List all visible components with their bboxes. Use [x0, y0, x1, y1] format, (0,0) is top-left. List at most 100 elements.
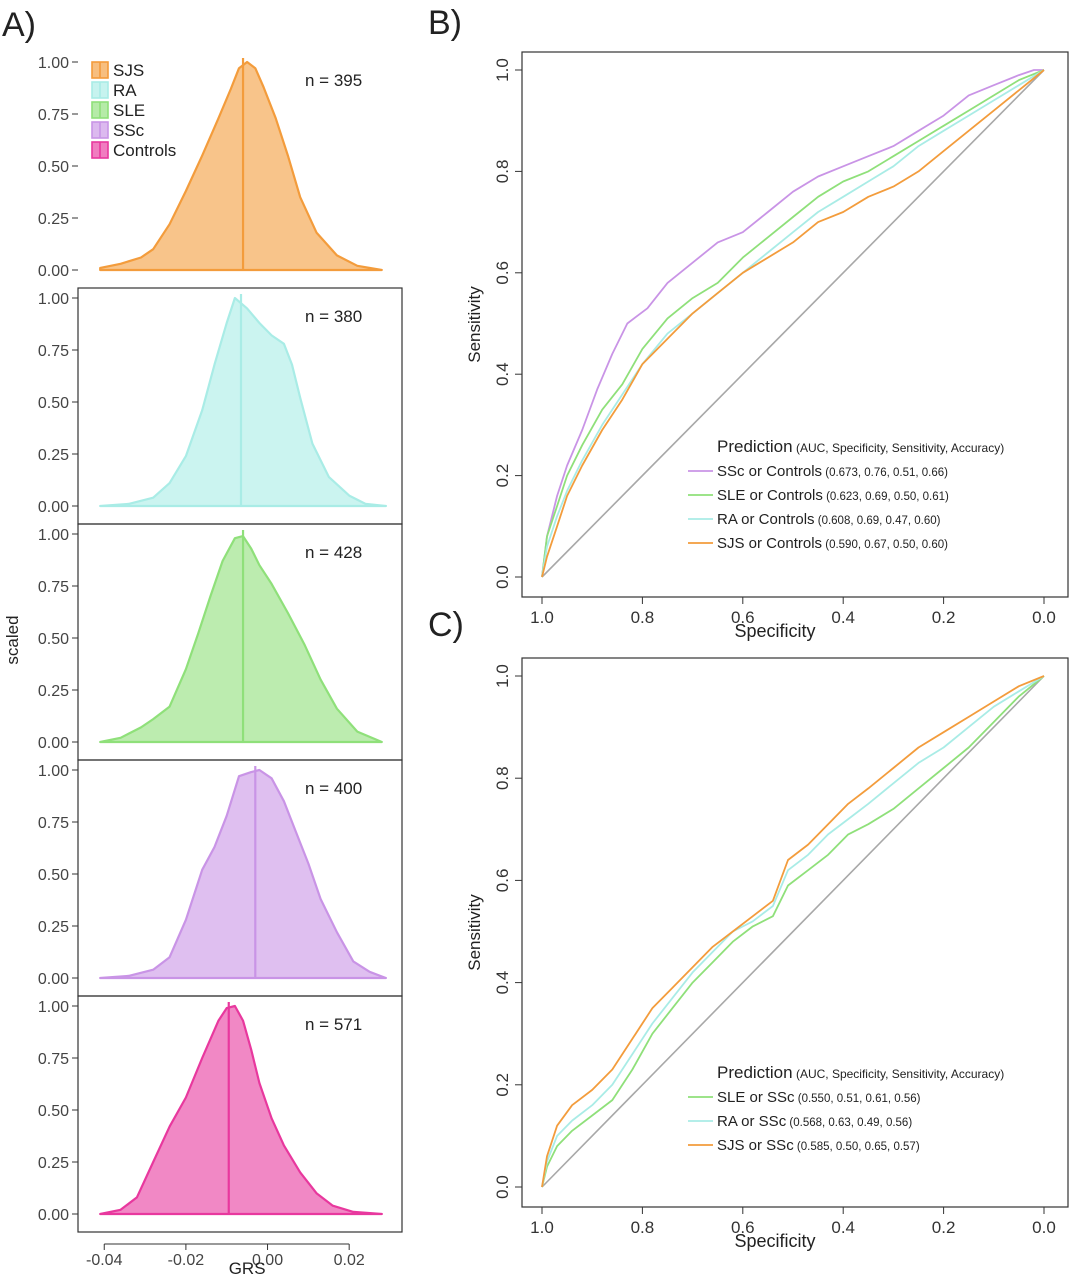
y-tick-label: 0.6	[493, 261, 512, 285]
y-axis-title: Sensitivity	[465, 286, 484, 363]
facet-ra: n = 380 0.00 0.25 0.50 0.75 1.00	[38, 287, 403, 525]
plot-frame	[521, 657, 1069, 1208]
facet-sjs: n = 395 0.00 0.25 0.50 0.75 1.00	[38, 55, 383, 280]
y-tick-label: 0.75	[38, 107, 69, 124]
legend-label: RA	[113, 81, 137, 100]
legend-entry: SSc or Controls (0.673, 0.76, 0.51, 0.66…	[717, 463, 948, 480]
roc-curve-sle	[541, 69, 1045, 578]
legend-title: Prediction (AUC, Specificity, Sensitivit…	[717, 437, 1004, 456]
n-label: n = 428	[305, 543, 362, 562]
y-tick-label: 0.4	[493, 971, 512, 995]
y-tick-label: 0.4	[493, 362, 512, 386]
panel-label-c: C)	[428, 606, 464, 644]
x-tick-label: 0.0	[1032, 1218, 1056, 1237]
facet-sle: n = 428 0.00 0.25 0.50 0.75 1.00	[38, 523, 403, 761]
y-axis-title: Sensitivity	[465, 894, 484, 971]
y-tick-label: 0.0	[493, 1175, 512, 1199]
y-tick-label: 0.2	[493, 1073, 512, 1097]
legend-label: SLE	[113, 101, 145, 120]
panel-label-b: B)	[428, 4, 462, 42]
y-tick-label: 1.00	[38, 527, 69, 544]
x-axis-title: Specificity	[734, 1231, 815, 1251]
x-tick-label: 0.2	[932, 1218, 956, 1237]
x-tick-label: 0.6	[731, 608, 755, 627]
legend-entry: RA or SSc (0.568, 0.63, 0.49, 0.56)	[717, 1113, 912, 1130]
density-area	[99, 60, 383, 272]
x-tick-label: 0.8	[631, 1218, 655, 1237]
y-tick-label: 0.75	[38, 343, 69, 360]
x-tick-label: 0.2	[932, 608, 956, 627]
y-tick-label: 0.50	[38, 395, 69, 412]
y-tick-label: 1.00	[38, 55, 69, 72]
chance-diagonal	[541, 69, 1045, 578]
y-tick-label: 0.50	[38, 631, 69, 648]
x-tick-label: 0.8	[631, 608, 655, 627]
density-area	[99, 296, 387, 508]
facet-ssc: n = 400 0.00 0.25 0.50 0.75 1.00	[38, 759, 403, 997]
legend-entry: SLE or Controls (0.623, 0.69, 0.50, 0.61…	[717, 487, 949, 504]
y-tick-label: 0.50	[38, 867, 69, 884]
legend-label: SJS	[113, 61, 144, 80]
y-tick-label: 0.00	[38, 971, 69, 988]
chance-diagonal	[541, 675, 1045, 1188]
legend-title: Prediction (AUC, Specificity, Sensitivit…	[717, 1063, 1004, 1082]
y-tick-label: 0.25	[38, 683, 69, 700]
y-tick-label: 1.00	[38, 763, 69, 780]
x-tick-label: 1.0	[530, 1218, 554, 1237]
n-label: n = 400	[305, 779, 362, 798]
y-tick-label: 0.8	[493, 766, 512, 790]
density-area	[99, 535, 383, 744]
x-tick-label: -0.04	[86, 1252, 123, 1269]
n-label: n = 380	[305, 307, 362, 326]
x-tick-label: 0.00	[252, 1252, 283, 1269]
roc-curve-sjs	[541, 69, 1045, 578]
y-tick-label: 1.0	[493, 664, 512, 688]
y-tick-label: 0.25	[38, 447, 69, 464]
y-tick-label: 0.6	[493, 869, 512, 893]
legend-entry: SLE or SSc (0.550, 0.51, 0.61, 0.56)	[717, 1089, 921, 1106]
y-tick-label: 0.75	[38, 815, 69, 832]
n-label: n = 571	[305, 1015, 362, 1034]
x-tick-label: -0.02	[168, 1252, 205, 1269]
density-panel: n = 395 0.00 0.25 0.50 0.75 1.00 n = 380 0.00 0.…	[3, 55, 403, 1278]
y-tick-label: 1.00	[38, 291, 69, 308]
panel-label-a: A)	[2, 6, 36, 44]
y-tick-label: 0.50	[38, 159, 69, 176]
y-tick-label: 0.00	[38, 499, 69, 516]
legend: Prediction (AUC, Specificity, Sensitivit…	[688, 1063, 1004, 1154]
n-label: n = 395	[305, 71, 362, 90]
roc-curve-sjs	[541, 675, 1045, 1188]
density-area	[99, 1004, 383, 1216]
y-tick-label: 0.75	[38, 1051, 69, 1068]
x-tick-label: 0.0	[1032, 608, 1056, 627]
y-tick-label: 0.00	[38, 263, 69, 280]
y-tick-label: 0.00	[38, 735, 69, 752]
y-tick-label: 0.75	[38, 579, 69, 596]
legend: Prediction (AUC, Specificity, Sensitivit…	[688, 437, 1004, 552]
y-axis-title: scaled	[3, 615, 22, 664]
y-tick-label: 0.25	[38, 211, 69, 228]
legend-entry: SJS or SSc (0.585, 0.50, 0.65, 0.57)	[717, 1137, 920, 1154]
legend-entry: SJS or Controls (0.590, 0.67, 0.50, 0.60…	[717, 535, 948, 552]
y-tick-label: 0.00	[38, 1207, 69, 1224]
y-tick-label: 0.0	[493, 565, 512, 589]
y-tick-label: 0.2	[493, 464, 512, 488]
y-tick-label: 1.0	[493, 58, 512, 82]
y-tick-label: 0.8	[493, 160, 512, 184]
x-tick-label: 1.0	[530, 608, 554, 627]
y-tick-label: 0.25	[38, 919, 69, 936]
x-tick-label: 0.4	[831, 608, 855, 627]
legend-label: SSc	[113, 121, 145, 140]
facet-frame	[77, 995, 403, 1233]
y-tick-label: 0.50	[38, 1103, 69, 1120]
plot-frame	[521, 51, 1069, 598]
x-tick-label: 0.6	[731, 1218, 755, 1237]
roc-panel-b: 1.0 0.8 0.6 0.4 0.2 0.0 0.0 0.2 0.4 0.6 0.8 1.0 Spec…	[465, 51, 1069, 641]
x-axis-title: Specificity	[734, 621, 815, 641]
x-tick-label: 0.02	[334, 1252, 365, 1269]
x-tick-label: 0.4	[831, 1218, 855, 1237]
x-axis-title: GRS	[229, 1259, 266, 1278]
roc-curve-sle	[541, 675, 1045, 1188]
